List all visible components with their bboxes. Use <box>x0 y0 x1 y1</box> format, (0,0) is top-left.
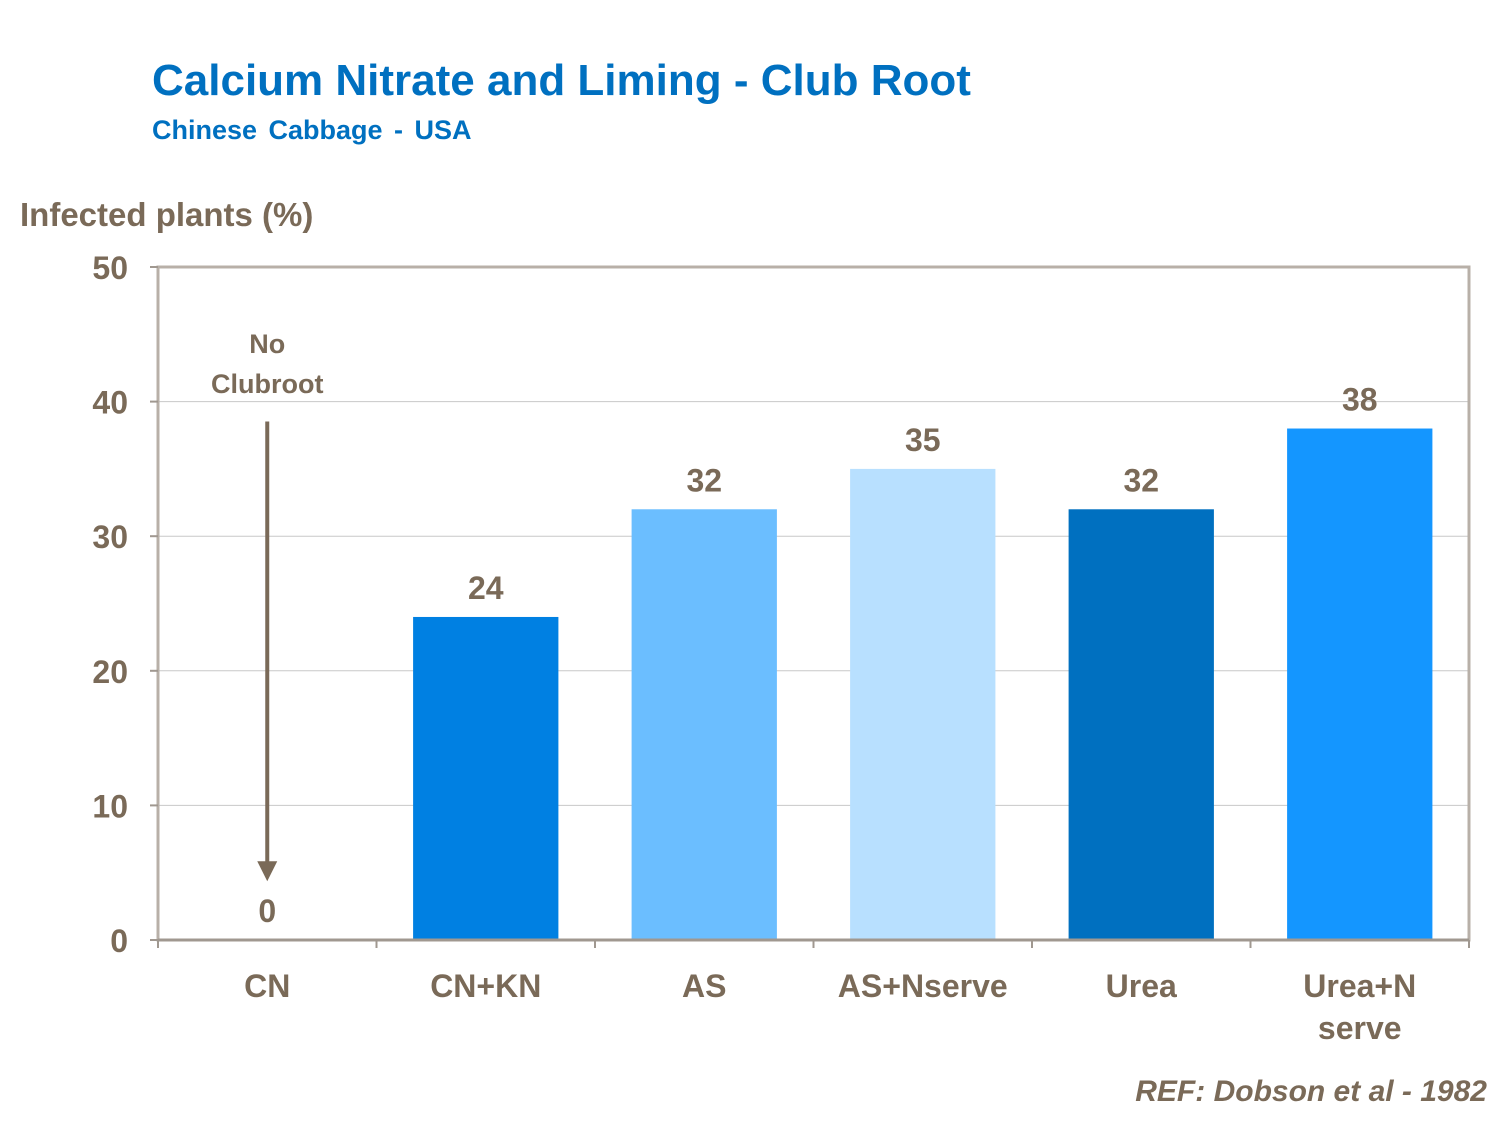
y-tick-label: 20 <box>92 654 128 690</box>
data-label: 38 <box>1342 382 1378 418</box>
plot-frame <box>156 265 1471 942</box>
chart-subtitle: Chinese Cabbage - USA <box>152 115 472 145</box>
x-tick-label: Urea <box>1106 968 1177 1004</box>
x-tick-label: AS <box>682 968 726 1004</box>
annotation-arrow-head <box>257 861 278 882</box>
bar <box>413 616 559 940</box>
bar <box>1287 428 1433 940</box>
bar <box>631 509 777 940</box>
data-label: 35 <box>905 422 941 458</box>
data-label: 0 <box>258 893 276 929</box>
bar <box>1068 509 1214 940</box>
y-axis-label: Infected plants (%) <box>20 196 314 233</box>
data-label: 32 <box>1123 462 1159 498</box>
bar <box>850 468 996 940</box>
x-tick-label: AS+Nserve <box>838 968 1008 1004</box>
x-tick-label: CN <box>244 968 290 1004</box>
y-tick-label: 10 <box>92 788 128 824</box>
y-tick-label: 40 <box>92 385 128 421</box>
chart-title: Calcium Nitrate and Liming - Club Root <box>152 56 971 105</box>
data-label: 32 <box>686 462 722 498</box>
y-tick-label: 30 <box>92 519 128 555</box>
x-tick-label: CN+KN <box>430 968 541 1004</box>
annotation-text: No Clubroot <box>211 329 323 399</box>
y-tick-label: 0 <box>110 923 128 959</box>
reference-note: REF: Dobson et al - 1982 <box>1135 1075 1487 1108</box>
y-tick-label: 50 <box>92 250 128 286</box>
data-label: 24 <box>468 570 504 606</box>
x-tick-label: Urea+N serve <box>1303 968 1416 1046</box>
